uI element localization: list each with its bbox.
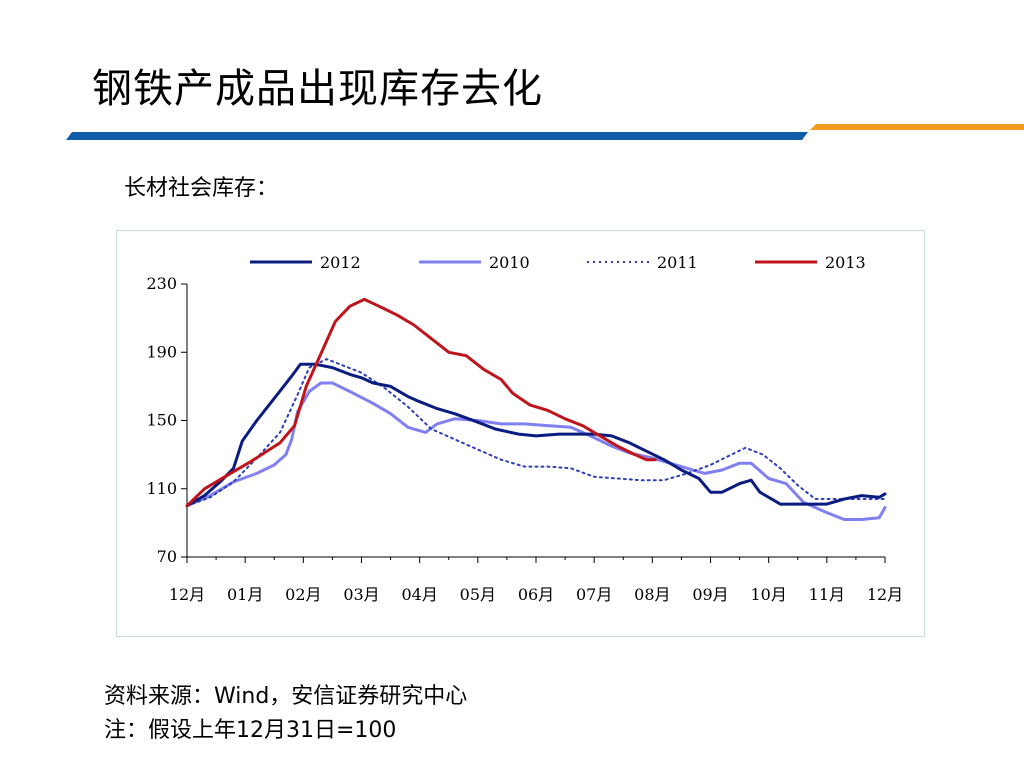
header-decoration-bars: [66, 124, 1024, 140]
series-line-2012: [185, 362, 887, 508]
y-tick-label: 150: [146, 411, 177, 430]
chart-axes: 70 110 150 190 230 12月 01月 02月 03月 04月 05月 06月 07月 08…: [146, 274, 903, 604]
x-tick-label: 10月: [750, 585, 786, 604]
blue-header-bar: [66, 132, 808, 140]
x-tick-label: 01月: [227, 585, 263, 604]
chart-legend: 2012 2010 2011 2013: [250, 253, 866, 272]
legend-label-2012: 2012: [320, 253, 361, 272]
x-tick-label: 06月: [518, 585, 554, 604]
series-line-2011: [186, 358, 886, 507]
y-tick-label: 190: [146, 342, 177, 361]
x-tick-label: 07月: [576, 585, 612, 604]
orange-header-bar: [810, 124, 1024, 130]
x-tick-label: 05月: [460, 585, 496, 604]
legend-label-2013: 2013: [825, 253, 866, 272]
assumption-note: 注：假设上年12月31日=100: [104, 718, 397, 743]
slide-title: 钢铁产成品出现库存去化: [92, 66, 543, 112]
y-tick-label: 110: [146, 479, 177, 498]
x-tick-label: 03月: [343, 585, 379, 604]
legend-label-2011: 2011: [657, 253, 698, 272]
series-line-2010: [185, 381, 887, 521]
x-tick-label: 12月: [169, 585, 205, 604]
line-chart: 2012 2010 2011 2013 70 110 150 190 230 12月 01月 02月…: [146, 253, 903, 604]
y-tick-label: 70: [157, 547, 177, 566]
x-tick-label: 02月: [285, 585, 321, 604]
chart-container: 2012 2010 2011 2013 70 110 150 190 230 12月 01月 02月…: [116, 230, 925, 637]
series-line-2013: [185, 297, 657, 508]
chart-plot-area: [185, 297, 887, 521]
chart-subtitle: 长材社会库存：: [124, 176, 279, 201]
x-tick-label: 12月: [867, 585, 903, 604]
legend-label-2010: 2010: [489, 253, 530, 272]
y-tick-label: 230: [146, 274, 177, 293]
x-tick-label: 11月: [809, 585, 845, 604]
x-tick-label: 08月: [634, 585, 670, 604]
source-note: 资料来源：Wind，安信证券研究中心: [104, 684, 468, 709]
x-tick-label: 09月: [692, 585, 728, 604]
x-tick-label: 04月: [401, 585, 437, 604]
